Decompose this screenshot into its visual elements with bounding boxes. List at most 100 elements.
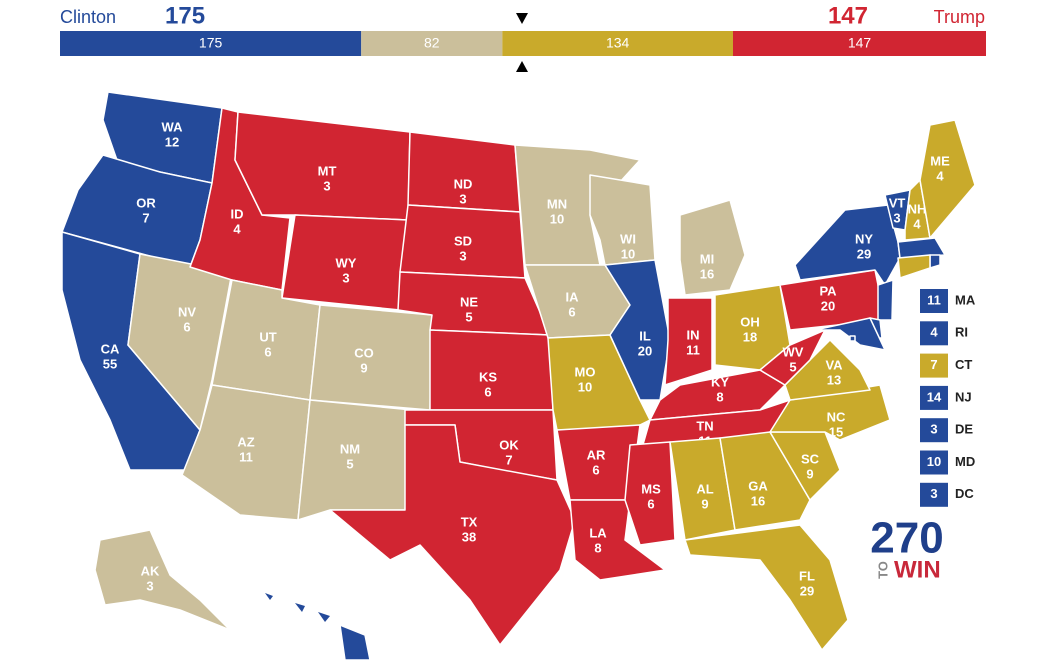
state-shape [814,317,886,351]
state-shape [877,279,894,321]
state-abbr: NM [340,441,360,456]
small-state-abbr: RI [955,325,968,340]
state-ev: 20 [821,298,835,313]
small-state-box [920,353,948,378]
logo-win: WIN [894,556,941,583]
left-name: Clinton [60,7,116,27]
state-shape [604,259,671,401]
state-ev: 11 [686,342,700,357]
bar-segment [732,31,986,56]
state-shape [339,624,371,661]
state-abbr: KY [711,374,729,389]
state-abbr: VT [889,195,906,210]
right-name: Trump [934,7,985,27]
state-abbr: LA [589,525,607,540]
state-shape [679,199,746,296]
bar-segment [60,31,362,56]
state-ev: 3 [893,210,900,225]
state-abbr: WA [162,119,184,134]
state-shape [759,329,826,386]
state-shape [929,254,941,269]
island-shape [265,593,273,600]
state-abbr: FL [799,568,815,583]
state-shape [897,254,931,279]
state-ev: 4 [913,216,921,231]
small-state-box [920,450,948,475]
state-abbr: KS [479,369,497,384]
state-abbr: ID [231,206,244,221]
state-ev: 5 [346,456,353,471]
logo-to: TO [875,561,890,579]
small-state-ev: 14 [927,389,942,404]
state-ev: 10 [578,379,592,394]
state-shape [624,441,676,546]
state-ev: 16 [751,493,765,508]
state-abbr: NH [908,201,927,216]
state-abbr: CA [101,341,120,356]
state-shape [794,204,901,286]
state-abbr: OR [136,195,156,210]
state-ev: 18 [743,329,757,344]
small-state-abbr: MA [955,292,976,307]
state-abbr: GA [748,478,768,493]
state-abbr: IN [687,327,700,342]
state-ev: 11 [239,449,253,464]
state-shape [329,424,576,646]
state-ev: 3 [459,191,466,206]
logo: 270 TO WIN [870,514,943,584]
state-ev: 6 [183,319,190,334]
state-ev: 7 [142,210,149,225]
state-ev: 6 [568,304,575,319]
state-abbr: PA [819,283,837,298]
island-shape [295,603,305,612]
state-shape [94,529,231,631]
state-shape [919,119,976,239]
state-ev: 6 [264,344,271,359]
state-ev: 7 [505,452,512,467]
small-state-ev: 4 [930,325,938,340]
state-shape [897,237,946,259]
logo-number: 270 [870,514,943,563]
state-abbr: ME [930,153,950,168]
state-abbr: OH [740,314,760,329]
state-ev: 5 [789,359,796,374]
bar-label: 82 [424,35,440,51]
state-ev: 4 [233,221,241,236]
small-state-box [920,289,948,313]
small-state-list: 11 MA 4 RI 7 CT 14 NJ 3 DE 10 MD 3 DC [920,289,976,507]
midpoint-arrow-top [516,13,528,24]
small-state-abbr: DE [955,422,973,437]
bar-segment [502,31,733,56]
state-abbr: SD [454,233,472,248]
state-shape [719,431,811,531]
state-ev: 3 [323,178,330,193]
state-ev: 29 [800,583,814,598]
state-ev: 9 [806,466,813,481]
small-state-ev: 11 [927,292,941,307]
state-abbr: MI [700,251,714,266]
state-ev: 10 [621,246,635,261]
state-ev: 13 [827,372,841,387]
state-ev: 6 [484,384,491,399]
small-state-ev: 7 [930,357,937,372]
state-abbr: IL [639,328,651,343]
state-abbr: AZ [237,434,254,449]
state-abbr: AL [696,481,713,496]
right-total: 147 [828,2,868,29]
state-shape [849,335,856,342]
state-ev: 29 [857,246,871,261]
state-shape [297,399,413,521]
state-abbr: WY [336,255,357,270]
state-abbr: NE [460,294,478,309]
midpoint-arrow-bottom [516,61,528,72]
state-abbr: OK [499,437,519,452]
state-ev: 9 [360,360,367,375]
state-abbr: WV [783,344,804,359]
small-state-abbr: MD [955,454,975,469]
state-shape [684,524,849,651]
state-abbr: MS [641,481,661,496]
state-shape [904,179,931,241]
